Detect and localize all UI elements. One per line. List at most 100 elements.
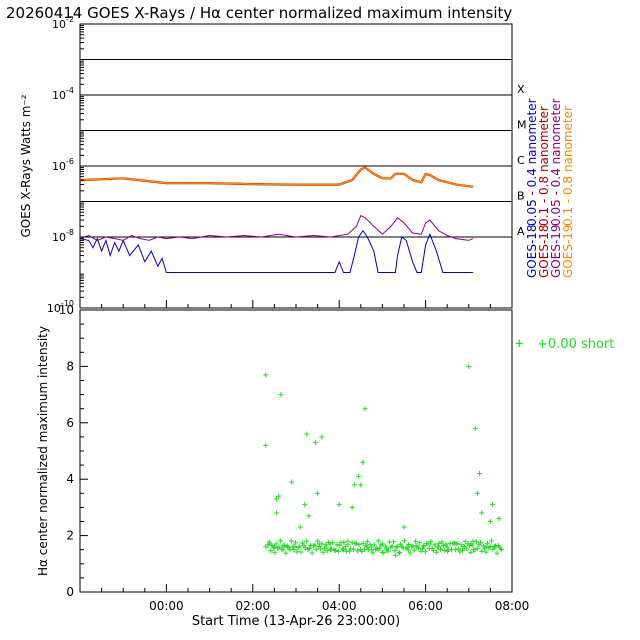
halpha-point: [420, 546, 426, 552]
halpha-point: [323, 542, 329, 548]
halpha-point: [268, 548, 274, 554]
halpha-point: [359, 548, 365, 554]
halpha-point: [482, 545, 488, 551]
halpha-legend-label: +0.00 short: [537, 337, 614, 352]
halpha-x-tick-label: 06:00: [408, 599, 443, 613]
xray-y-tick-label: 10-2: [52, 15, 74, 31]
xray-y-tick-label: 10-6: [52, 157, 74, 173]
halpha-point: [299, 540, 305, 546]
chart-title: 20260414 GOES X-Rays / Hα center normali…: [6, 4, 512, 22]
halpha-point: [289, 479, 295, 485]
halpha-panel: 0 2 4 6 8 10 00:00 02:00 04:00 06:00 08:00 Hα cen…: [36, 303, 614, 629]
xray-y-tick-label: 10-4: [52, 86, 74, 102]
halpha-point: [385, 548, 391, 554]
halpha-point: [494, 550, 500, 556]
halpha-point: [363, 542, 369, 548]
halpha-point: [454, 541, 460, 547]
halpha-point: [291, 543, 297, 549]
halpha-point: [304, 538, 310, 544]
halpha-point: [362, 406, 368, 412]
halpha-y-tick-label: 0: [66, 585, 74, 599]
halpha-point: [283, 550, 289, 556]
halpha-point: [442, 547, 448, 553]
halpha-x-tick-label: 08:00: [495, 599, 530, 613]
halpha-point: [302, 502, 308, 508]
xray-series-line: [79, 214, 474, 241]
halpha-point: [433, 549, 439, 555]
halpha-point: [392, 548, 398, 554]
halpha-x-tick-label: 02:00: [236, 599, 271, 613]
halpha-point: [337, 542, 343, 548]
halpha-point: [297, 544, 303, 550]
xray-legend-entry: GOES-180.05 - 0.4 nanometer: [525, 98, 539, 278]
flare-class-label: C: [517, 154, 525, 167]
halpha-point: [477, 471, 483, 477]
halpha-y-tick-label: 6: [66, 416, 74, 430]
halpha-point: [375, 538, 381, 544]
halpha-point: [468, 549, 474, 555]
halpha-point: [457, 549, 463, 555]
halpha-point: [370, 550, 376, 556]
halpha-point: [483, 549, 489, 555]
halpha-point: [349, 504, 355, 510]
xray-panel: 10-10 10-8 10-6 10-4 10-2 A B C M X GOES X-Rays …: [19, 15, 575, 315]
halpha-point: [464, 546, 470, 552]
xray-y-tick-exponent: -8: [66, 228, 74, 237]
halpha-point: [341, 547, 347, 553]
halpha-point: [396, 550, 402, 556]
halpha-y-tick-label: 4: [66, 472, 74, 486]
halpha-point: [474, 490, 480, 496]
halpha-point: [302, 545, 308, 551]
halpha-point: [415, 545, 421, 551]
flare-class-label: A: [517, 225, 525, 238]
halpha-point: [306, 513, 312, 519]
halpha-point: [440, 542, 446, 548]
halpha-point: [276, 493, 282, 499]
halpha-point: [273, 541, 279, 547]
halpha-point: [368, 544, 374, 550]
halpha-point: [342, 544, 348, 550]
halpha-point: [371, 542, 377, 548]
halpha-point: [422, 549, 428, 555]
halpha-point: [330, 540, 336, 546]
xray-legend-range: 0.05 - 0.4 nanometer: [525, 98, 539, 226]
xray-legend-sat: GOES-18: [525, 224, 539, 278]
halpha-point: [490, 502, 496, 508]
halpha-point: [312, 440, 318, 446]
halpha-point: [346, 548, 352, 554]
halpha-point: [493, 543, 499, 549]
halpha-point: [288, 538, 294, 544]
halpha-point: [322, 546, 328, 552]
halpha-point: [328, 546, 334, 552]
halpha-point: [435, 544, 441, 550]
halpha-point: [391, 539, 397, 545]
halpha-point: [360, 459, 366, 465]
xray-legend-sat: GOES-19: [549, 224, 563, 278]
halpha-point: [279, 546, 285, 552]
halpha-point: [324, 548, 330, 554]
halpha-point: [304, 431, 310, 437]
halpha-point: [402, 538, 408, 544]
xray-y-tick-exponent: -6: [66, 157, 74, 166]
halpha-point: [498, 546, 504, 552]
halpha-point: [297, 524, 303, 530]
x-axis-label: Start Time (13-Apr-26 23:00:00): [192, 614, 400, 629]
halpha-point: [413, 538, 419, 544]
halpha-point: [265, 542, 271, 548]
flare-class-label: B: [517, 190, 525, 203]
halpha-point: [381, 549, 387, 555]
halpha-point: [496, 516, 502, 522]
halpha-point: [489, 538, 495, 544]
halpha-legend: + +0.00 short: [515, 336, 614, 352]
halpha-point: [339, 546, 345, 552]
halpha-point: [384, 545, 390, 551]
halpha-point: [439, 539, 445, 545]
xray-y-tick-exponent: -4: [66, 86, 74, 95]
halpha-point: [472, 425, 478, 431]
halpha-point: [319, 541, 325, 547]
halpha-point: [309, 550, 315, 556]
halpha-legend-marker: +: [515, 336, 523, 352]
halpha-point: [315, 490, 321, 496]
halpha-point: [401, 524, 407, 530]
halpha-point: [277, 538, 283, 544]
